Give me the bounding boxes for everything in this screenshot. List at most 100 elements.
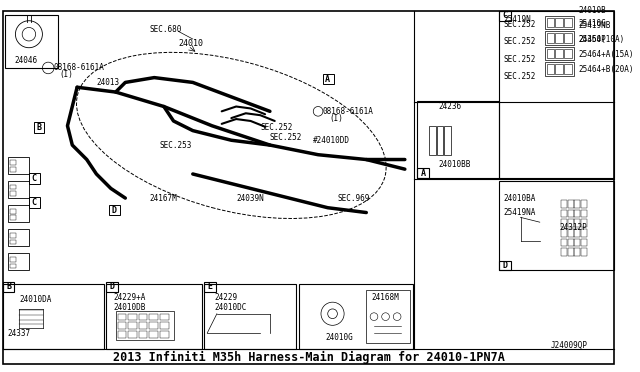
Text: SEC.969: SEC.969 xyxy=(337,193,370,203)
Text: 25464+B(20A): 25464+B(20A) xyxy=(579,65,634,74)
Bar xyxy=(160,331,169,338)
Bar xyxy=(568,210,573,217)
Bar xyxy=(3,282,15,292)
Bar xyxy=(149,323,158,329)
Text: 24010BA: 24010BA xyxy=(503,193,536,203)
Bar xyxy=(128,323,137,329)
Text: C: C xyxy=(31,198,36,208)
Bar xyxy=(545,31,573,45)
Bar xyxy=(366,290,410,343)
Bar xyxy=(204,284,296,349)
Bar xyxy=(547,33,554,43)
Text: 24010B: 24010B xyxy=(579,6,606,15)
Bar xyxy=(5,15,58,68)
Bar xyxy=(8,229,29,246)
Bar xyxy=(444,126,451,155)
Text: SEC.252: SEC.252 xyxy=(503,55,536,64)
Text: 24039N: 24039N xyxy=(236,193,264,203)
Bar xyxy=(575,238,580,246)
Bar xyxy=(581,229,587,237)
Bar xyxy=(128,331,137,338)
Bar xyxy=(556,64,563,74)
Bar xyxy=(417,101,499,178)
Bar xyxy=(581,210,587,217)
Bar xyxy=(547,49,554,58)
Text: SEC.252: SEC.252 xyxy=(260,123,292,132)
Text: J24009QP: J24009QP xyxy=(550,341,588,350)
Text: 24046: 24046 xyxy=(15,56,38,65)
Bar xyxy=(575,248,580,256)
Bar xyxy=(204,282,216,292)
Text: 24229+A: 24229+A xyxy=(114,293,146,302)
Bar xyxy=(575,229,580,237)
Bar xyxy=(118,314,126,321)
Text: 24010G: 24010G xyxy=(326,333,353,342)
Bar xyxy=(3,284,104,349)
Bar xyxy=(118,331,126,338)
Bar xyxy=(581,238,587,246)
Bar xyxy=(8,205,29,222)
Bar xyxy=(564,18,572,28)
Bar xyxy=(10,185,17,189)
Text: 24350P: 24350P xyxy=(579,35,606,44)
Bar xyxy=(323,74,333,84)
Bar xyxy=(561,229,567,237)
Text: 24168M: 24168M xyxy=(371,293,399,302)
Text: B: B xyxy=(6,282,11,291)
Text: D: D xyxy=(502,261,508,270)
Bar xyxy=(299,284,413,349)
Bar xyxy=(545,16,573,29)
Text: A: A xyxy=(325,75,330,84)
Bar xyxy=(429,126,436,155)
Bar xyxy=(568,219,573,227)
Text: A: A xyxy=(420,169,426,177)
Bar xyxy=(561,219,567,227)
Text: 08168-6161A: 08168-6161A xyxy=(53,64,104,73)
Text: SEC.253: SEC.253 xyxy=(159,141,191,150)
Text: D: D xyxy=(109,282,115,291)
Text: 2013 Infiniti M35h Harness-Main Diagram for 24010-1PN7A: 2013 Infiniti M35h Harness-Main Diagram … xyxy=(113,350,504,364)
Text: D: D xyxy=(111,206,116,215)
Bar xyxy=(149,331,158,338)
Bar xyxy=(561,238,567,246)
Bar xyxy=(575,210,580,217)
Bar xyxy=(10,209,17,214)
Bar xyxy=(499,11,511,21)
Bar xyxy=(109,205,120,215)
Bar xyxy=(160,314,169,321)
Bar xyxy=(568,229,573,237)
Bar xyxy=(556,49,563,58)
Bar xyxy=(561,248,567,256)
Bar xyxy=(10,215,17,220)
Text: 25419NB: 25419NB xyxy=(579,21,611,30)
Bar xyxy=(10,191,17,196)
Bar xyxy=(417,168,429,178)
Bar xyxy=(561,200,567,208)
Bar xyxy=(436,126,444,155)
Text: 24312P: 24312P xyxy=(559,222,587,231)
Text: 25464+A(15A): 25464+A(15A) xyxy=(579,50,634,59)
Text: SEC.680: SEC.680 xyxy=(149,25,182,34)
Bar xyxy=(575,219,580,227)
Bar xyxy=(139,314,147,321)
Text: #24010DD: #24010DD xyxy=(313,136,350,145)
Bar xyxy=(568,238,573,246)
Bar xyxy=(499,181,614,270)
Bar xyxy=(581,248,587,256)
Bar xyxy=(499,11,614,178)
Bar xyxy=(128,314,137,321)
Bar xyxy=(545,62,573,76)
Bar xyxy=(568,248,573,256)
Bar xyxy=(29,173,40,184)
Text: 24010DA: 24010DA xyxy=(19,295,52,304)
Text: 24337: 24337 xyxy=(8,328,31,337)
Bar xyxy=(575,200,580,208)
Bar xyxy=(106,282,118,292)
Bar xyxy=(556,18,563,28)
Bar xyxy=(564,49,572,58)
Text: (I): (I) xyxy=(60,70,74,79)
Bar xyxy=(8,157,29,174)
Text: B: B xyxy=(36,123,41,132)
Text: 25419NA: 25419NA xyxy=(503,208,536,217)
Text: 25464(10A): 25464(10A) xyxy=(579,35,625,44)
